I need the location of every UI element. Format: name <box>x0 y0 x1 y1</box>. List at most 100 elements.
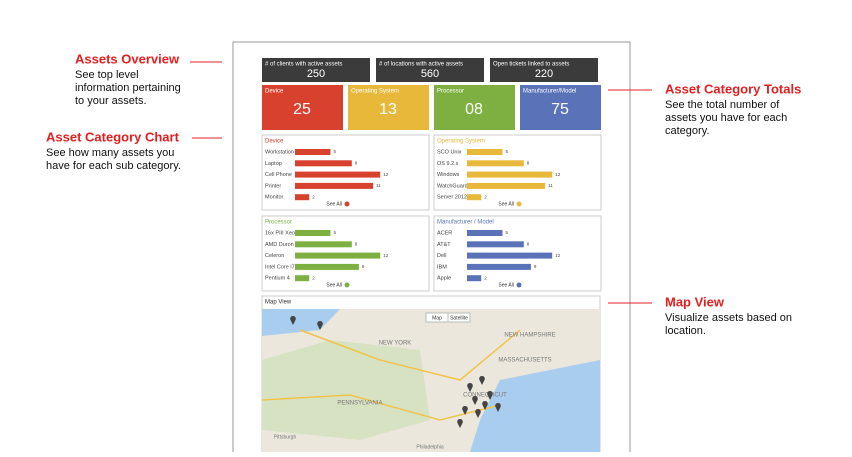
map-place: NEW HAMPSHIRE <box>504 333 555 339</box>
overview-card <box>490 58 598 82</box>
annotation-text: category. <box>665 125 709 137</box>
map-marker[interactable] <box>479 375 485 385</box>
see-all-icon[interactable] <box>344 201 350 207</box>
bar-value: 5 <box>334 149 337 154</box>
map-water <box>470 360 600 452</box>
bar-label: SCO Unix <box>437 149 462 155</box>
bar <box>295 275 310 282</box>
overview-label: # of locations with active assets <box>379 62 463 68</box>
bar-value: 12 <box>383 253 389 258</box>
bar-value: 2 <box>312 275 315 280</box>
map-marker[interactable] <box>482 400 488 410</box>
bar <box>295 182 374 189</box>
bar-value: 12 <box>555 253 561 258</box>
bar-label: Printer <box>265 183 281 189</box>
map-marker[interactable] <box>472 395 478 405</box>
see-all-link[interactable]: See All <box>498 282 514 288</box>
bar <box>295 252 381 259</box>
map-marker[interactable] <box>495 402 501 412</box>
bar-value: 12 <box>383 172 389 177</box>
total-tile <box>520 85 601 130</box>
total-tile <box>262 85 343 130</box>
bar <box>467 182 546 189</box>
map-button-label[interactable]: Satellite <box>450 315 468 321</box>
map-place: MASSACHUSETTS <box>498 358 551 364</box>
overview-label: Open tickets linked to assets <box>493 62 569 68</box>
bar-value: 2 <box>484 275 487 280</box>
bar <box>295 149 331 155</box>
bar <box>295 160 352 167</box>
annotation-title: Asset Category Totals <box>665 81 801 96</box>
bar-value: 2 <box>484 194 487 199</box>
total-value: 08 <box>465 101 483 118</box>
bar <box>467 149 503 155</box>
bar-value: 9 <box>362 264 365 269</box>
map-marker[interactable] <box>462 405 468 415</box>
bar <box>295 230 331 236</box>
map-marker[interactable] <box>487 390 493 400</box>
see-all-icon[interactable] <box>516 201 522 207</box>
total-label: Processor <box>437 89 464 95</box>
total-tile <box>434 85 515 130</box>
annotation-title: Map View <box>665 294 725 309</box>
overview-value: 220 <box>535 68 553 80</box>
bar-label: Pentium 4 <box>265 276 290 282</box>
bar <box>295 194 310 201</box>
bar-value: 2 <box>312 194 315 199</box>
see-all-link[interactable]: See All <box>326 201 342 207</box>
bar-value: 8 <box>355 241 358 246</box>
bar-value: 11 <box>548 183 553 188</box>
map-road <box>299 329 521 381</box>
total-label: Operating System <box>351 89 399 95</box>
bar <box>467 275 482 282</box>
annotation-text: to your assets. <box>75 95 147 107</box>
map-place: Philadelphia <box>416 444 443 450</box>
see-all-link[interactable]: See All <box>498 201 514 207</box>
map-marker[interactable] <box>317 320 323 330</box>
map-place: PENNSYLVANIA <box>337 401 382 407</box>
see-all-link[interactable]: See All <box>326 282 342 288</box>
see-all-icon[interactable] <box>344 282 350 288</box>
overview-card <box>262 58 370 82</box>
bar-label: Workstation <box>265 149 294 155</box>
map-marker[interactable] <box>467 382 473 392</box>
bar-label: ACER <box>437 230 452 236</box>
bar-label: OS 9.2.x <box>437 161 459 167</box>
total-tile <box>348 85 429 130</box>
map-marker[interactable] <box>290 315 296 325</box>
chart-title: Operating System <box>437 139 485 145</box>
annotation-text: Visualize assets based on <box>665 312 792 324</box>
bar-value: 5 <box>506 149 509 154</box>
see-all-icon[interactable] <box>516 282 522 288</box>
annotation-text: location. <box>665 325 706 337</box>
map-marker[interactable] <box>475 408 481 418</box>
chart-title: Manufacturer / Model <box>437 220 494 226</box>
bar <box>295 263 359 270</box>
total-value: 13 <box>379 101 397 118</box>
bar-label: AMD Duron <box>265 242 294 248</box>
total-label: Device <box>265 89 284 95</box>
map-place: CONNECTICUT <box>463 393 507 399</box>
annotation-text: assets you have for each <box>665 112 787 124</box>
map-lake <box>262 309 340 336</box>
map-button[interactable] <box>447 312 471 323</box>
chart-title: Device <box>265 139 284 145</box>
bar <box>295 241 352 248</box>
overview-value: 560 <box>421 68 439 80</box>
map-marker[interactable] <box>457 418 463 428</box>
bar-value: 5 <box>506 230 509 235</box>
map-forest <box>262 340 430 440</box>
bar <box>467 171 553 178</box>
bar-value: 9 <box>534 264 537 269</box>
bar-value: 8 <box>355 160 358 165</box>
bar <box>467 241 524 248</box>
bar-label: Dell <box>437 253 446 259</box>
annotation-title: Asset Category Chart <box>46 129 180 144</box>
annotation-text: See the total number of <box>665 99 780 111</box>
bar <box>467 160 524 167</box>
map-button-label[interactable]: Map <box>432 315 442 321</box>
annotation-text: have for each sub category. <box>46 160 181 172</box>
bar-label: Intel Core i7 <box>265 264 295 270</box>
bar-label: 16x PIII Xeon <box>265 230 298 236</box>
